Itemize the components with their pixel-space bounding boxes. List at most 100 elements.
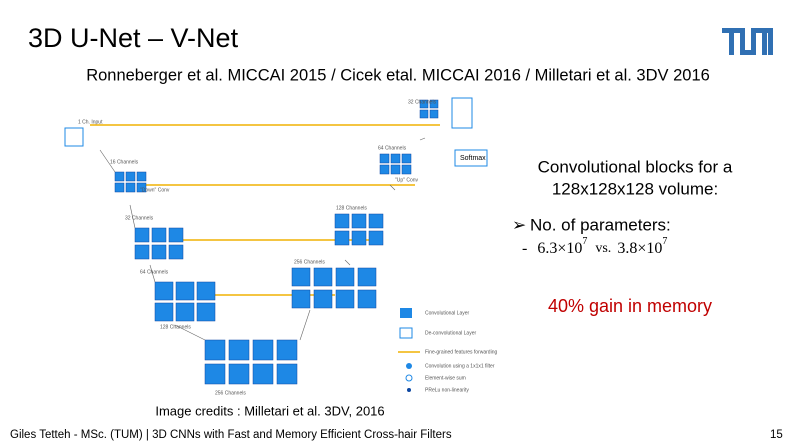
connector <box>344 259 351 266</box>
conv-block <box>335 267 355 287</box>
diagram-label: 16 Channels <box>110 159 139 165</box>
vnet-diagram <box>64 97 488 385</box>
legend-text: Element-wise sum <box>425 375 466 381</box>
legend-icon <box>407 388 411 392</box>
formula-dash: - <box>522 240 527 257</box>
diagram-label: 256 Channels <box>215 390 246 396</box>
title: 3D U-Net – V-Net <box>28 23 239 53</box>
conv-block <box>134 244 150 260</box>
conv-block <box>151 244 167 260</box>
formula-vs: vs. <box>595 241 611 256</box>
formula-b: 3.8×10 <box>617 240 662 257</box>
conv-block <box>368 213 384 229</box>
legend-text: Convolution using a 1x1x1 filter <box>425 363 495 369</box>
credits: Image credits : Milletari et al. 3DV, 20… <box>155 403 384 418</box>
conv-block <box>357 267 377 287</box>
conv-block <box>196 281 216 301</box>
bullet-arrow: ➢ <box>512 215 526 234</box>
input-volume <box>64 127 84 147</box>
legend-text: Fine-grained features forwarding <box>425 349 497 355</box>
conv-block <box>429 99 439 109</box>
legend-text: PReLu non-linearity <box>425 387 469 393</box>
legend-icon <box>406 363 412 369</box>
conv-block <box>429 109 439 119</box>
conv-block <box>175 302 195 322</box>
diagram-label: 1 Ch. Input <box>78 119 103 125</box>
formula-exp: 7 <box>662 236 667 247</box>
formula: - 6.3×107 vs. 3.8×107 <box>522 233 667 257</box>
conv-block <box>390 164 401 175</box>
conv-block <box>134 227 150 243</box>
conv-block <box>368 230 384 246</box>
conv-block <box>334 213 350 229</box>
connector <box>174 324 206 341</box>
conv-block <box>196 302 216 322</box>
conv-block <box>136 182 147 193</box>
body-line: 128x128x128 volume: <box>552 179 718 198</box>
body-line: Convolutional blocks for a <box>538 157 733 176</box>
conv-block <box>357 289 377 309</box>
legend-icon <box>400 308 412 318</box>
subtitle: Ronneberger et al. MICCAI 2015 / Cicek e… <box>86 66 710 84</box>
connector <box>299 309 311 341</box>
conv-block <box>252 339 274 361</box>
output-volume <box>451 97 473 129</box>
conv-block <box>351 213 367 229</box>
connector <box>99 149 116 173</box>
conv-block <box>151 227 167 243</box>
conv-block <box>291 289 311 309</box>
page-number: 15 <box>770 429 783 441</box>
conv-block <box>125 182 136 193</box>
formula-a: 6.3×10 <box>537 240 582 257</box>
legend-text: Convolutional Layer <box>425 310 470 316</box>
diagram-label: 32 Channels <box>408 99 437 105</box>
softmax-box <box>454 149 488 167</box>
conv-block <box>154 302 174 322</box>
diagram-label: 128 Channels <box>336 205 367 211</box>
formula-exp: 7 <box>582 236 587 247</box>
connector <box>419 137 426 141</box>
conv-block <box>136 171 147 182</box>
tum-logo <box>722 28 773 55</box>
legend-icon <box>405 374 413 382</box>
conv-block <box>334 230 350 246</box>
conv-block <box>114 171 125 182</box>
highlight: 40% gain in memory <box>548 296 712 316</box>
conv-block <box>228 339 250 361</box>
legend-text: De-convolutional Layer <box>425 330 476 336</box>
conv-block <box>379 164 390 175</box>
conv-block <box>390 153 401 164</box>
conv-block <box>154 281 174 301</box>
diagram-label: 32 Channels <box>125 215 154 221</box>
conv-block <box>168 244 184 260</box>
diagram-label: 256 Channels <box>294 259 325 265</box>
connector <box>389 184 396 191</box>
conv-block <box>204 363 226 385</box>
bullet: No. of parameters: <box>530 215 671 234</box>
conv-block <box>419 109 429 119</box>
connector <box>129 204 136 229</box>
diagram-label: "Up" Conv <box>395 177 419 183</box>
conv-block <box>401 164 412 175</box>
conv-block <box>228 363 250 385</box>
connector <box>149 264 156 283</box>
conv-block <box>252 363 274 385</box>
conv-block <box>114 182 125 193</box>
conv-block <box>175 281 195 301</box>
diagram-label: "Down" Conv <box>140 187 170 193</box>
diagram-label: 64 Channels <box>140 269 169 275</box>
conv-block <box>291 267 311 287</box>
conv-block <box>204 339 226 361</box>
legend-icon <box>399 327 413 339</box>
diagram-label: Softmax <box>460 155 486 162</box>
conv-block <box>401 153 412 164</box>
conv-block <box>351 230 367 246</box>
conv-block <box>379 153 390 164</box>
conv-block <box>125 171 136 182</box>
conv-block <box>276 363 298 385</box>
diagram-label: 128 Channels <box>160 324 191 330</box>
footer-text: Giles Tetteh - MSc. (TUM) | 3D CNNs with… <box>10 429 452 441</box>
conv-block <box>313 289 333 309</box>
conv-block <box>276 339 298 361</box>
